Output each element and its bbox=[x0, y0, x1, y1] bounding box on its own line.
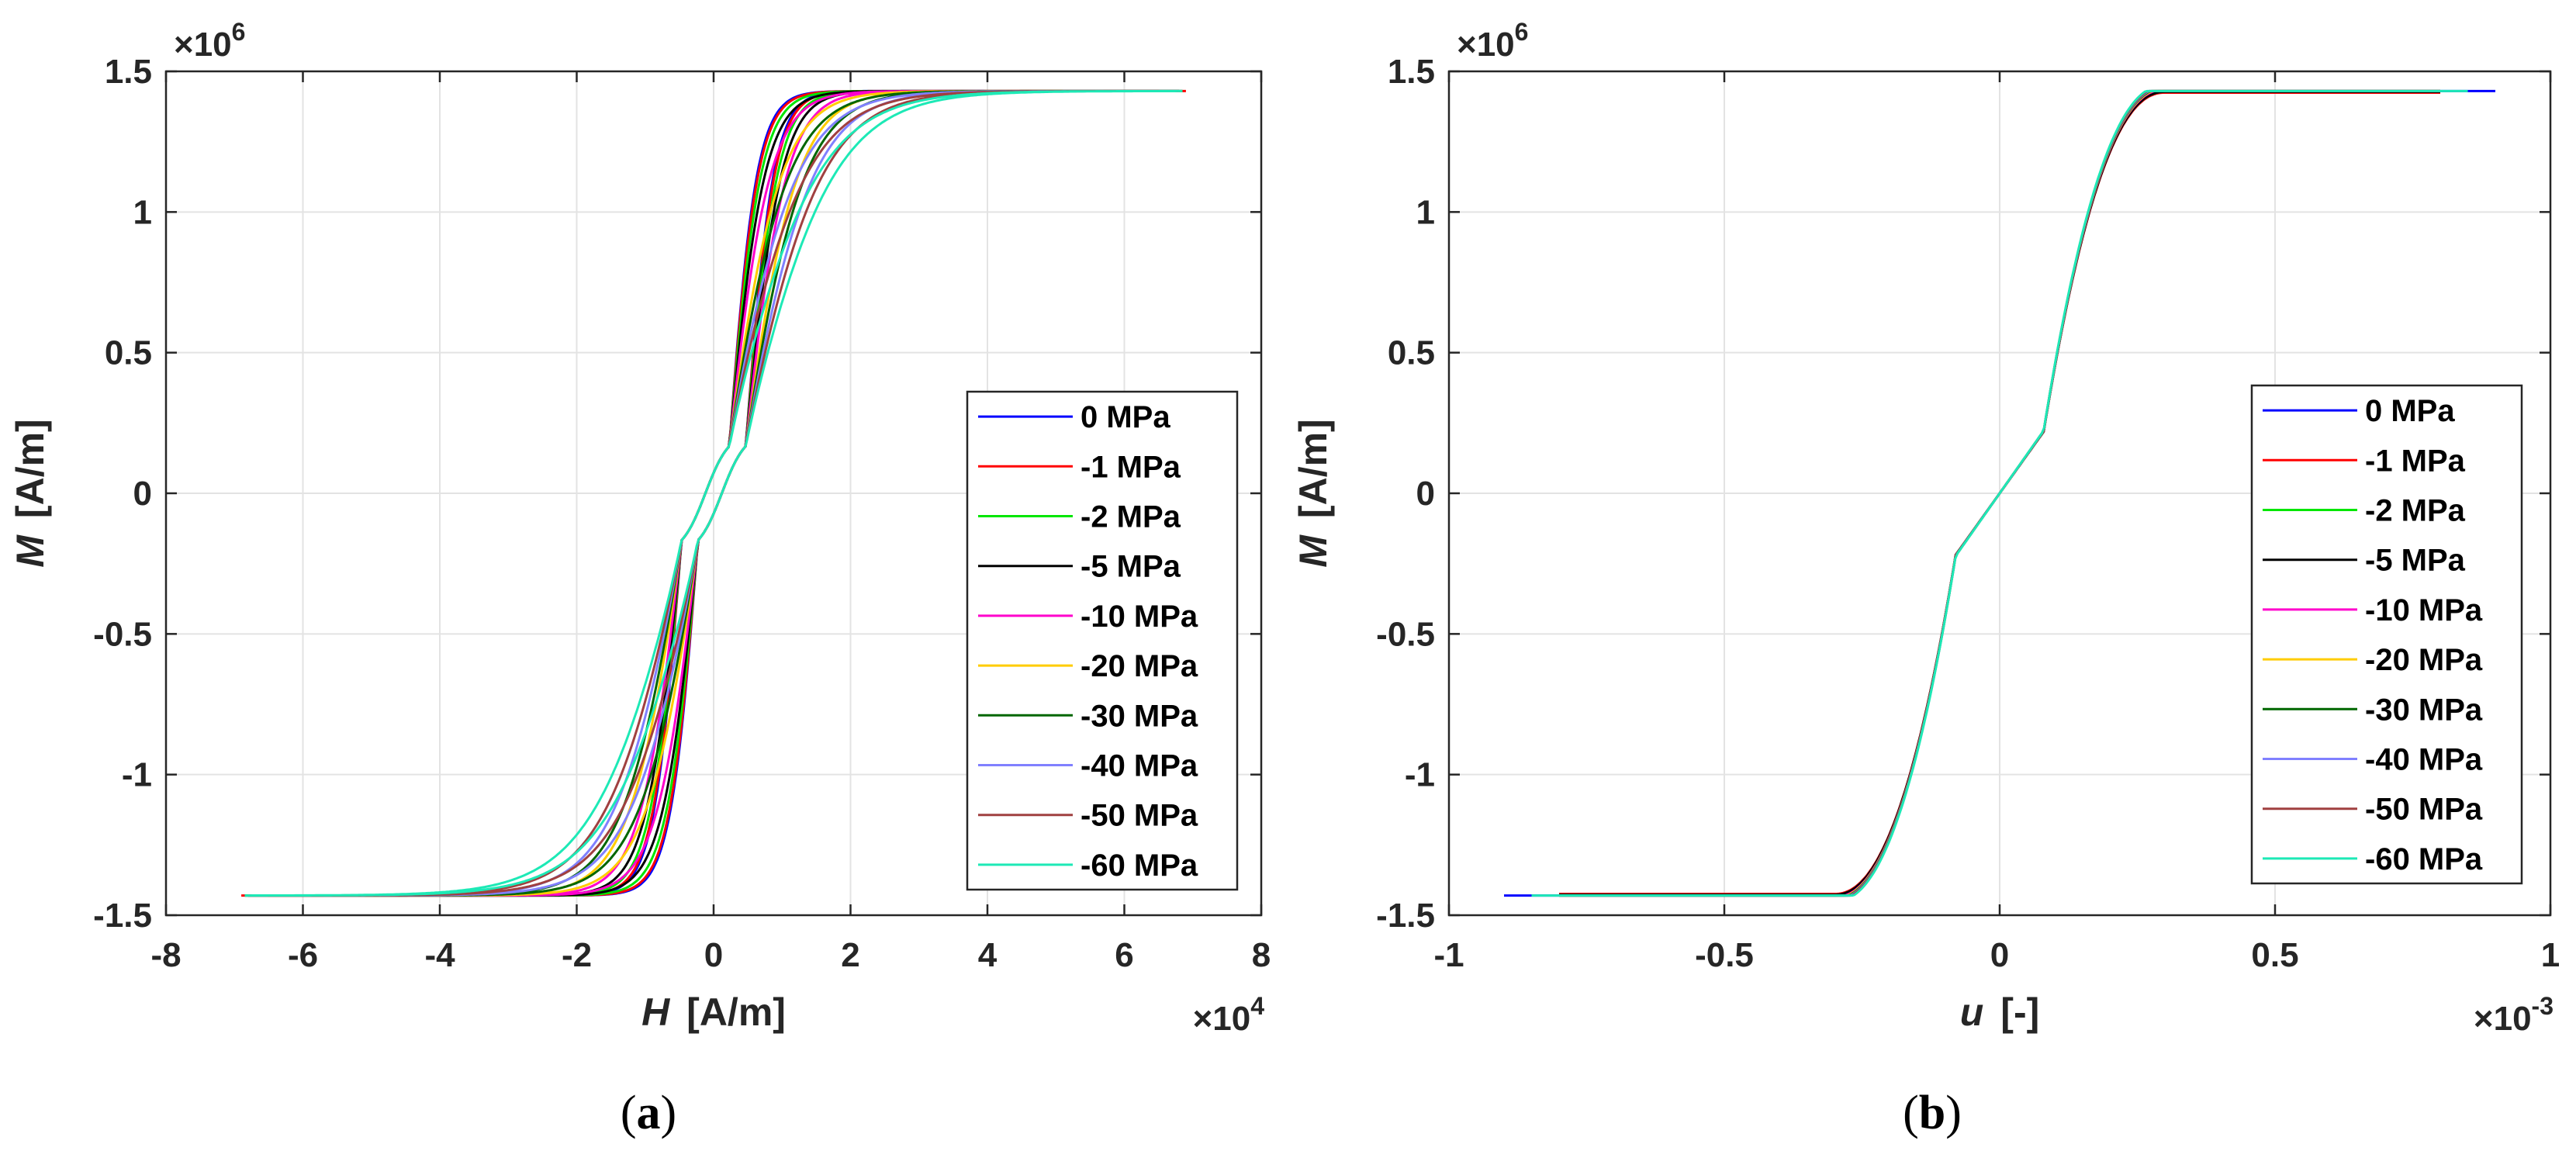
x-axis-title: H [A/m] bbox=[641, 990, 786, 1034]
x-tick-label: 8 bbox=[1252, 936, 1271, 974]
legend: 0 MPa -1 MPa -2 MPa -5 MPa -10 MPa -20 MPa -30… bbox=[966, 390, 1239, 891]
y-tick-label: 1.5 bbox=[1388, 53, 1435, 91]
y-tick-label: -0.5 bbox=[1376, 615, 1435, 653]
y-tick-label: -1.5 bbox=[1376, 897, 1435, 935]
y-tick-label: -0.5 bbox=[93, 615, 152, 653]
series-group bbox=[241, 89, 1186, 897]
x-exponent-label: ×104 bbox=[1193, 992, 1265, 1038]
legend-label: -50 MPa bbox=[2365, 793, 2483, 827]
y-exponent-label: ×106 bbox=[1457, 18, 1528, 64]
legend-label: -1 MPa bbox=[2365, 444, 2466, 478]
legend-label: -10 MPa bbox=[1081, 600, 1198, 634]
panel-b: -1 -0.5 0 0.5 1-1.5-1-0.500.511.5×106×10-3u[… bbox=[1291, 18, 2560, 1139]
y-tick-label: -1 bbox=[1405, 756, 1435, 794]
series-line bbox=[247, 89, 1180, 897]
x-tick-label: -8 bbox=[150, 936, 181, 974]
legend-box bbox=[2250, 384, 2523, 885]
x-tick-label: -6 bbox=[288, 936, 318, 974]
x-tick-label: -4 bbox=[424, 936, 455, 974]
x-tick-label: -1 bbox=[1433, 936, 1464, 974]
legend-label: -60 MPa bbox=[1081, 849, 1198, 883]
x-tick-label: 0.5 bbox=[2251, 936, 2298, 974]
legend-label: -5 MPa bbox=[1081, 550, 1181, 584]
y-tick-label: -1.5 bbox=[93, 897, 152, 935]
y-axis-title: M[A/m] bbox=[1291, 419, 1335, 567]
x-tick-label: 0 bbox=[1990, 936, 2009, 974]
legend-label: -40 MPa bbox=[1081, 749, 1198, 783]
legend-box bbox=[966, 390, 1239, 891]
legend-label: -5 MPa bbox=[2365, 544, 2466, 578]
x-tick-label: 0 bbox=[704, 936, 723, 974]
legend-label: -40 MPa bbox=[2365, 743, 2483, 777]
series-line bbox=[1531, 89, 2468, 897]
series-group bbox=[1504, 89, 2495, 897]
y-exponent-label: ×106 bbox=[174, 18, 245, 64]
y-tick-label: 1 bbox=[1416, 193, 1435, 231]
y-tick-label: 0.5 bbox=[1388, 334, 1435, 372]
x-tick-label: 6 bbox=[1115, 936, 1133, 974]
x-tick-label: -2 bbox=[562, 936, 592, 974]
legend-label: 0 MPa bbox=[2365, 394, 2455, 428]
legend-label: -2 MPa bbox=[2365, 494, 2466, 528]
y-tick-label: 1 bbox=[133, 193, 152, 231]
y-tick-label: -1 bbox=[122, 756, 152, 794]
legend-label: -30 MPa bbox=[2365, 693, 2483, 727]
legend-label: -20 MPa bbox=[2365, 643, 2483, 677]
y-tick-label: 1.5 bbox=[105, 53, 152, 91]
legend-label: -2 MPa bbox=[1081, 500, 1181, 534]
legend-label: -20 MPa bbox=[1081, 649, 1198, 683]
y-tick-label: 0.5 bbox=[105, 334, 152, 372]
legend-label: -50 MPa bbox=[1081, 799, 1198, 833]
legend: 0 MPa -1 MPa -2 MPa -5 MPa -10 MPa -20 MPa -30… bbox=[2250, 384, 2523, 885]
x-tick-label: 1 bbox=[2541, 936, 2560, 974]
series-line bbox=[244, 89, 1183, 897]
y-tick-label: 0 bbox=[133, 475, 152, 513]
legend-label: -30 MPa bbox=[1081, 699, 1198, 733]
legend-label: 0 MPa bbox=[1081, 400, 1170, 434]
panel-a: -8 -6 -4 -2 0 2 4 6 8 -1.5 -1 -0.5 0 0.5 1 1.5 ×106 ×104 H… bbox=[9, 18, 1271, 1139]
x-tick-label: 4 bbox=[978, 936, 998, 974]
x-tick-label: 2 bbox=[841, 936, 859, 974]
y-tick-label: 0 bbox=[1416, 475, 1435, 513]
y-axis-title: M[A/m] bbox=[9, 419, 52, 567]
x-exponent-label: ×10-3 bbox=[2474, 992, 2554, 1038]
legend-label: -60 MPa bbox=[2365, 842, 2483, 876]
panel-caption: (b) bbox=[1903, 1087, 1962, 1139]
panel-caption: (a) bbox=[621, 1087, 676, 1139]
legend-label: -1 MPa bbox=[1081, 450, 1181, 484]
x-tick-label: -0.5 bbox=[1695, 936, 1754, 974]
x-axis-title: u [-] bbox=[1960, 990, 2040, 1034]
legend-label: -10 MPa bbox=[2365, 593, 2483, 627]
